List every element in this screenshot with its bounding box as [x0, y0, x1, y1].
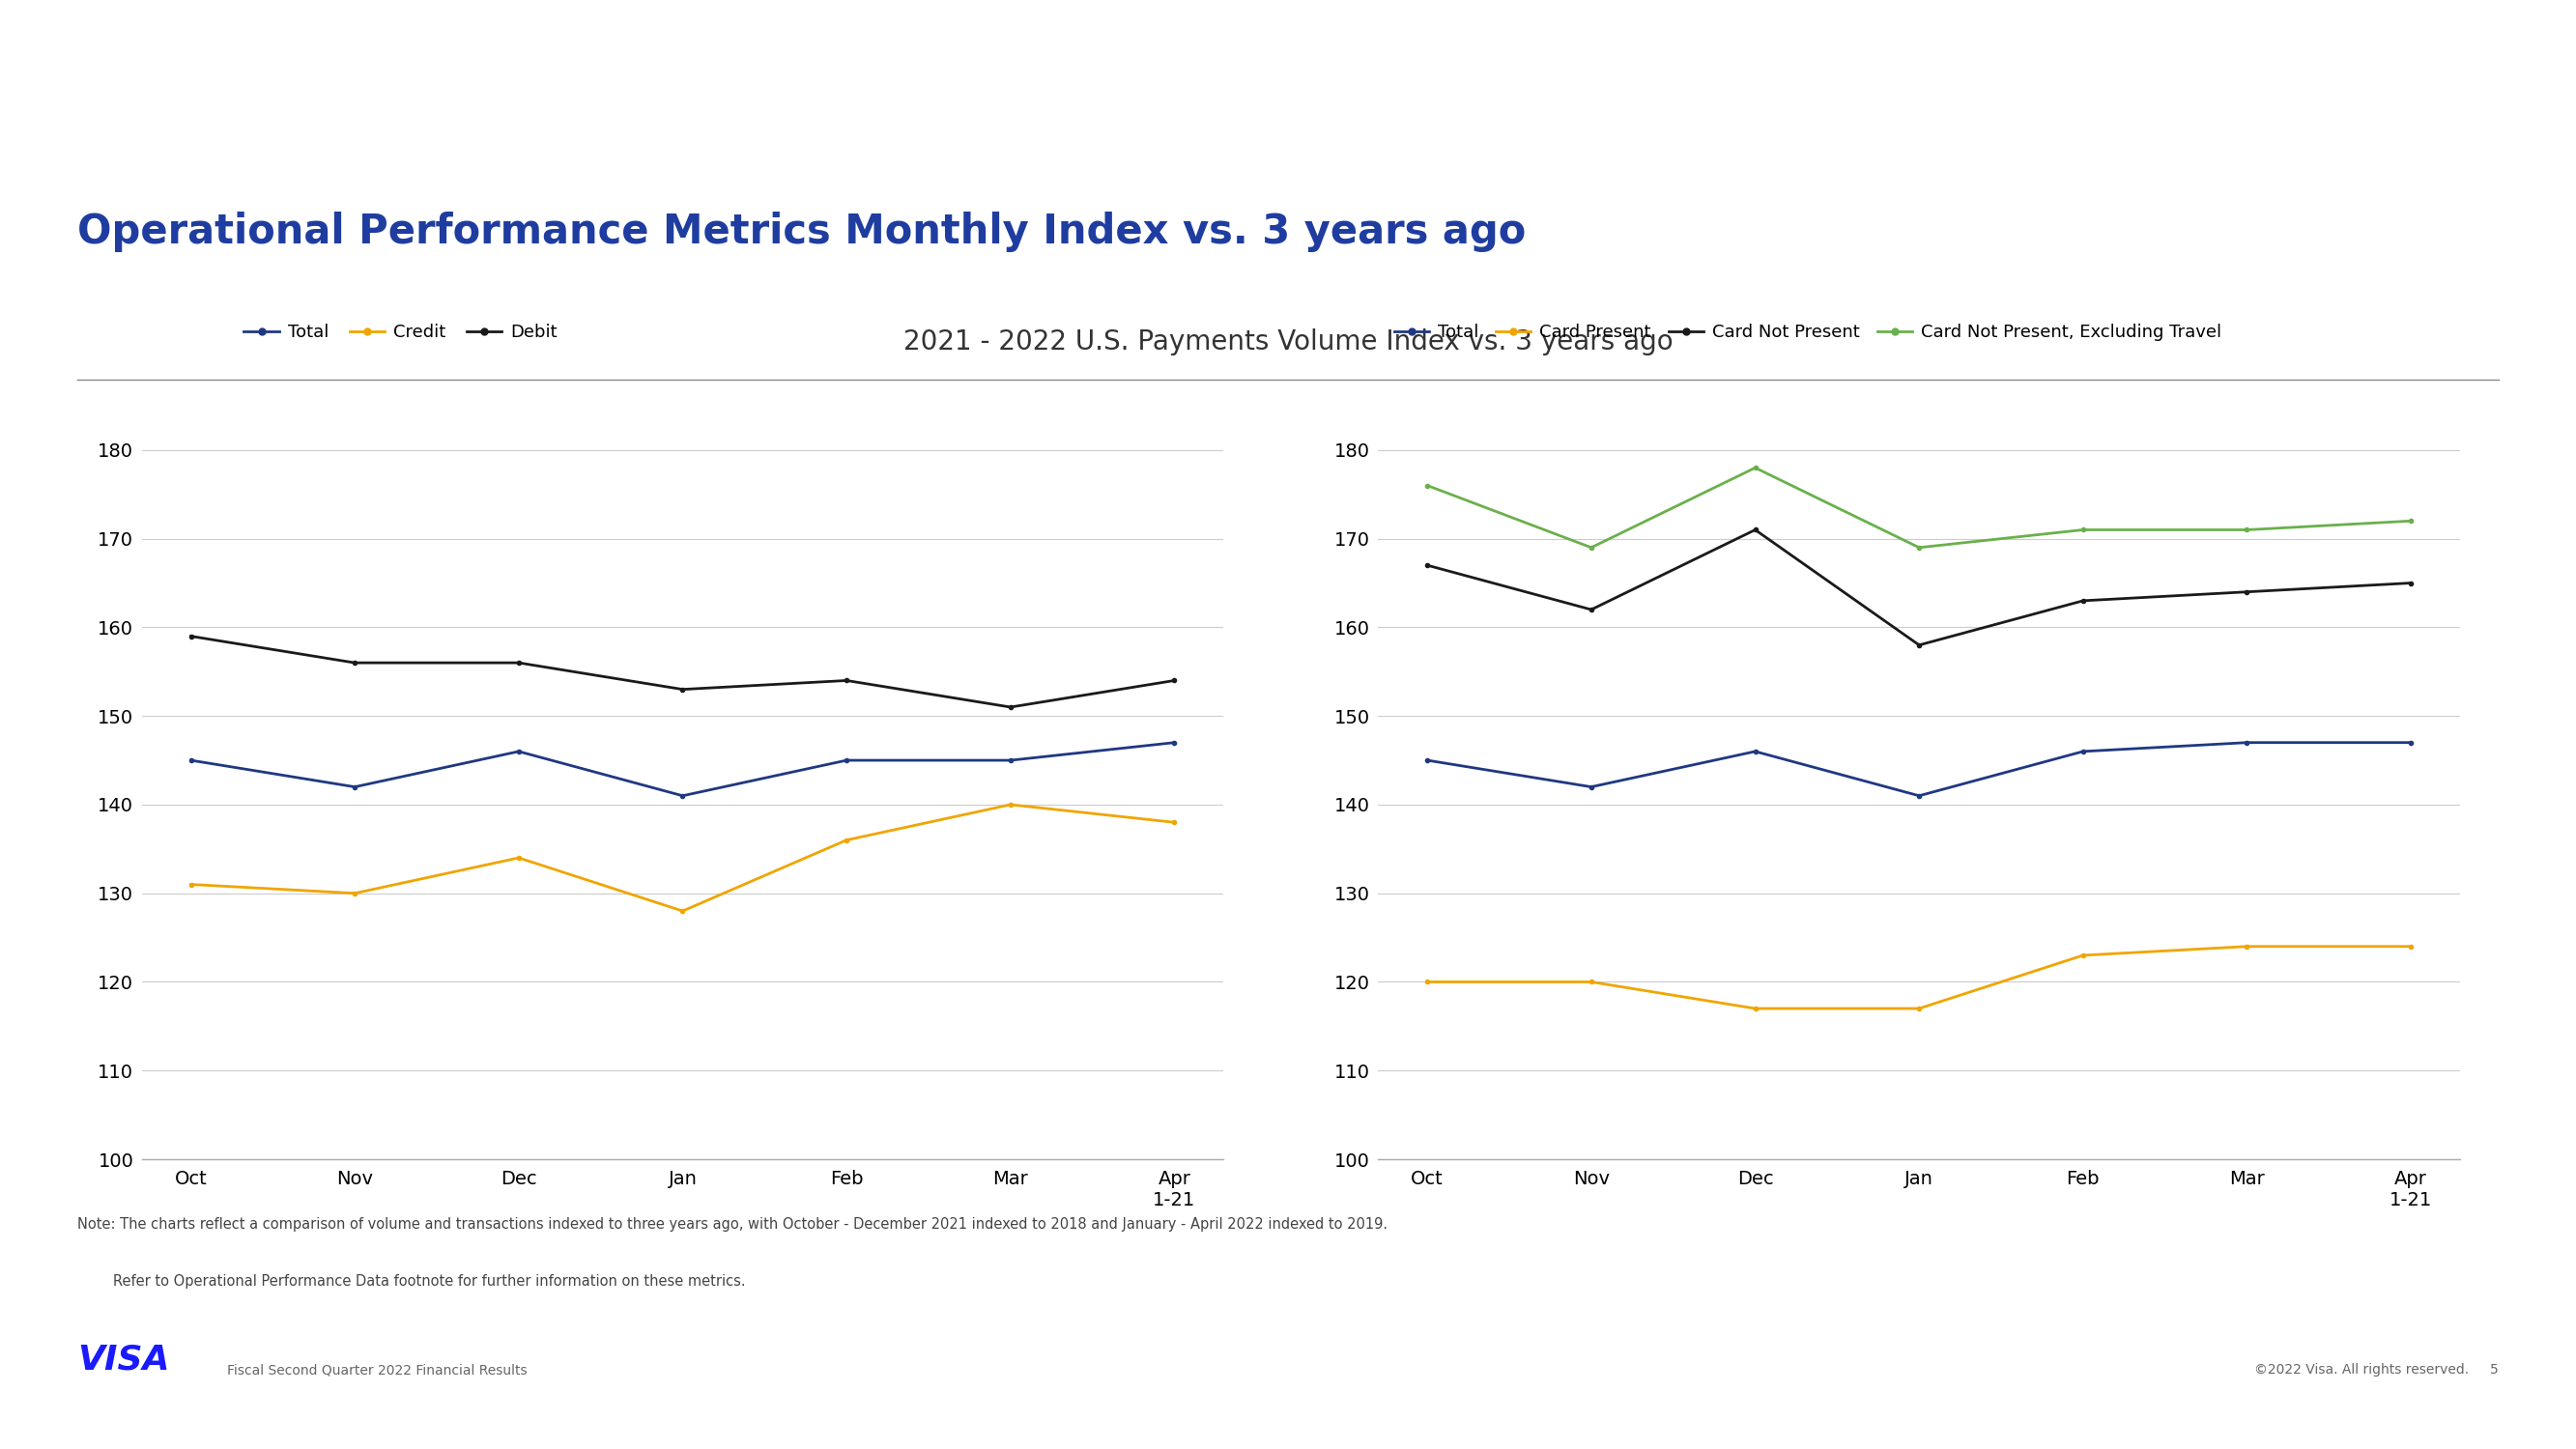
Text: Refer to Operational Performance Data footnote for further information on these : Refer to Operational Performance Data fo… [77, 1274, 744, 1288]
Text: Note: The charts reflect a comparison of volume and transactions indexed to thre: Note: The charts reflect a comparison of… [77, 1217, 1388, 1232]
Text: Operational Performance Metrics Monthly Index vs. 3 years ago: Operational Performance Metrics Monthly … [77, 212, 1525, 252]
Legend: Total, Credit, Debit: Total, Credit, Debit [237, 316, 564, 348]
Text: 2021 - 2022 U.S. Payments Volume Index vs. 3 years ago: 2021 - 2022 U.S. Payments Volume Index v… [904, 329, 1672, 355]
Text: Fiscal Second Quarter 2022 Financial Results: Fiscal Second Quarter 2022 Financial Res… [227, 1364, 528, 1377]
Text: ©2022 Visa. All rights reserved.     5: ©2022 Visa. All rights reserved. 5 [2254, 1364, 2499, 1377]
Legend: Total, Card Present, Card Not Present, Card Not Present, Excluding Travel: Total, Card Present, Card Not Present, C… [1386, 316, 2228, 348]
Text: VISA: VISA [77, 1343, 170, 1375]
